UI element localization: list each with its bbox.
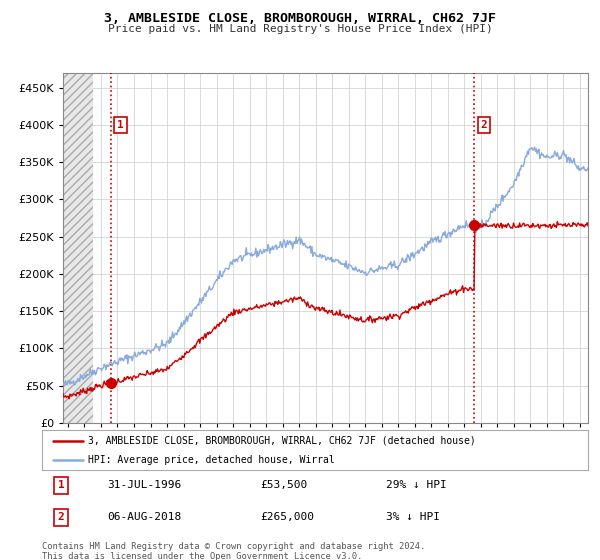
Bar [63, 73, 93, 423]
Text: Contains HM Land Registry data © Crown copyright and database right 2024.
This d: Contains HM Land Registry data © Crown c… [42, 542, 425, 560]
Text: HPI: Average price, detached house, Wirral: HPI: Average price, detached house, Wirr… [88, 455, 335, 464]
Text: £265,000: £265,000 [260, 512, 314, 522]
Text: £53,500: £53,500 [260, 480, 308, 490]
Text: 1: 1 [117, 120, 124, 130]
Text: 06-AUG-2018: 06-AUG-2018 [107, 512, 182, 522]
Text: 1: 1 [58, 480, 64, 490]
Text: 2: 2 [58, 512, 64, 522]
Text: 2: 2 [481, 120, 487, 130]
Text: 3, AMBLESIDE CLOSE, BROMBOROUGH, WIRRAL, CH62 7JF (detached house): 3, AMBLESIDE CLOSE, BROMBOROUGH, WIRRAL,… [88, 436, 476, 446]
Text: 29% ↓ HPI: 29% ↓ HPI [386, 480, 447, 490]
Text: 3, AMBLESIDE CLOSE, BROMBOROUGH, WIRRAL, CH62 7JF: 3, AMBLESIDE CLOSE, BROMBOROUGH, WIRRAL,… [104, 12, 496, 25]
Text: 3% ↓ HPI: 3% ↓ HPI [386, 512, 440, 522]
Text: 31-JUL-1996: 31-JUL-1996 [107, 480, 182, 490]
Text: Price paid vs. HM Land Registry's House Price Index (HPI): Price paid vs. HM Land Registry's House … [107, 24, 493, 34]
